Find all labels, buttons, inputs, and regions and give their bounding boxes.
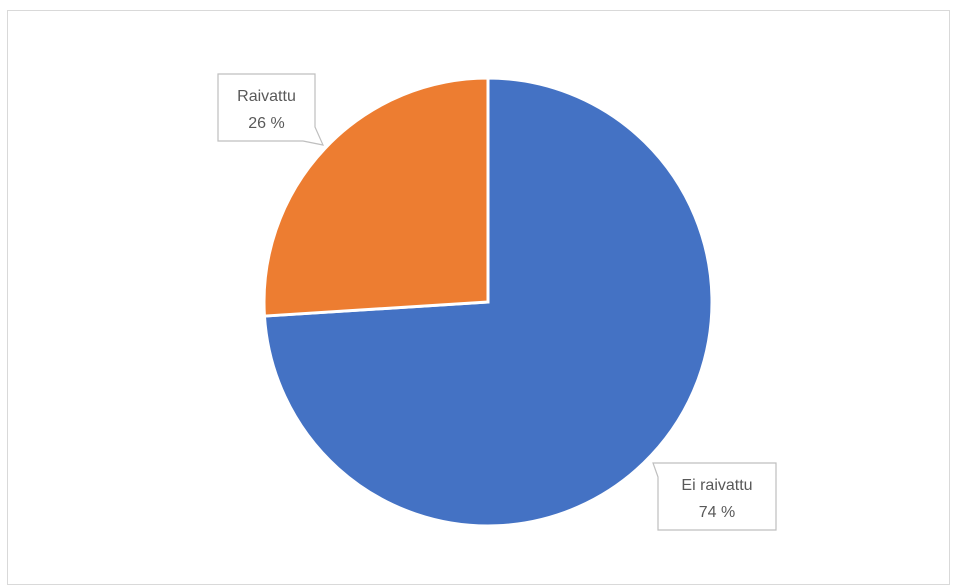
callout-box — [652, 462, 777, 531]
data-label-raivattu: Raivattu 26 % — [217, 73, 325, 146]
slices-layer — [262, 76, 714, 528]
callout-box — [217, 73, 325, 146]
pie-slice-raivattu — [262, 76, 490, 318]
data-labels-layer: Ei raivattu 74 % Raivattu 26 % — [217, 73, 777, 531]
data-label-category: Ei raivattu — [681, 477, 752, 494]
data-label-ei-raivattu: Ei raivattu 74 % — [652, 462, 777, 531]
data-label-value: 74 % — [699, 504, 735, 521]
data-label-value: 26 % — [248, 115, 284, 132]
data-label-category: Raivattu — [237, 88, 296, 105]
